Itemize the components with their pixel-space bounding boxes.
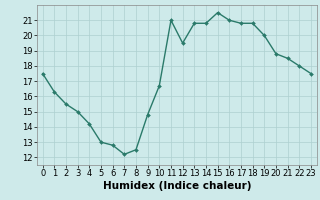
X-axis label: Humidex (Indice chaleur): Humidex (Indice chaleur) [102, 181, 251, 191]
